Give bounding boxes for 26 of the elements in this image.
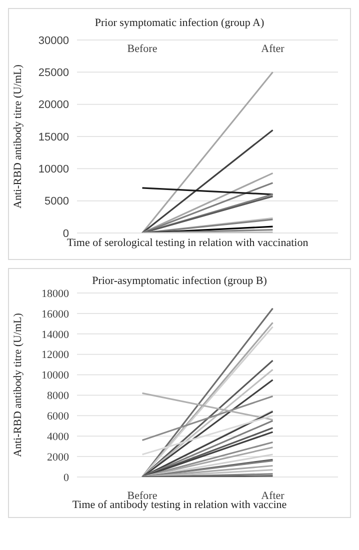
y-tick-label: 6000	[47, 410, 70, 423]
y-tick-label: 10000	[38, 164, 69, 176]
y-tick-label: 5000	[44, 196, 69, 208]
x-axis-title: Time of antibody testing in relation with vaccine	[71, 499, 288, 511]
y-tick-label: 30000	[38, 34, 69, 47]
y-tick-label: 14000	[42, 328, 70, 341]
x-axis-title: Time of serological testing in relation with vaccination	[66, 237, 310, 249]
y-tick-label: 4000	[47, 431, 70, 444]
y-axis-title: Anti-RBD antibody titre (U/mL)	[12, 312, 24, 457]
y-tick-label: 10000	[42, 370, 70, 382]
y-tick-label: 20000	[38, 99, 69, 112]
chart-title: Prior-asymptomatic infection (group B)	[91, 275, 268, 287]
y-tick-label: 0	[64, 472, 70, 484]
y-tick-label: 12000	[42, 349, 70, 362]
y-tick-label: 8000	[47, 390, 70, 402]
chart-title: Prior symptomatic infection (group A)	[94, 17, 266, 29]
y-tick-label: 18000	[42, 288, 70, 300]
y-tick-label: 25000	[38, 67, 69, 80]
y-tick-label: 0	[62, 228, 69, 240]
y-tick-label: 2000	[47, 451, 70, 464]
y-tick-label: 16000	[42, 308, 70, 320]
x-tick-label: After	[261, 43, 285, 55]
x-tick-label: After	[261, 490, 285, 502]
y-tick-label: 15000	[38, 131, 69, 144]
y-axis-title: Anti-RBD antibody titre (U/mL)	[12, 64, 24, 208]
x-tick-label: Before	[127, 43, 158, 55]
